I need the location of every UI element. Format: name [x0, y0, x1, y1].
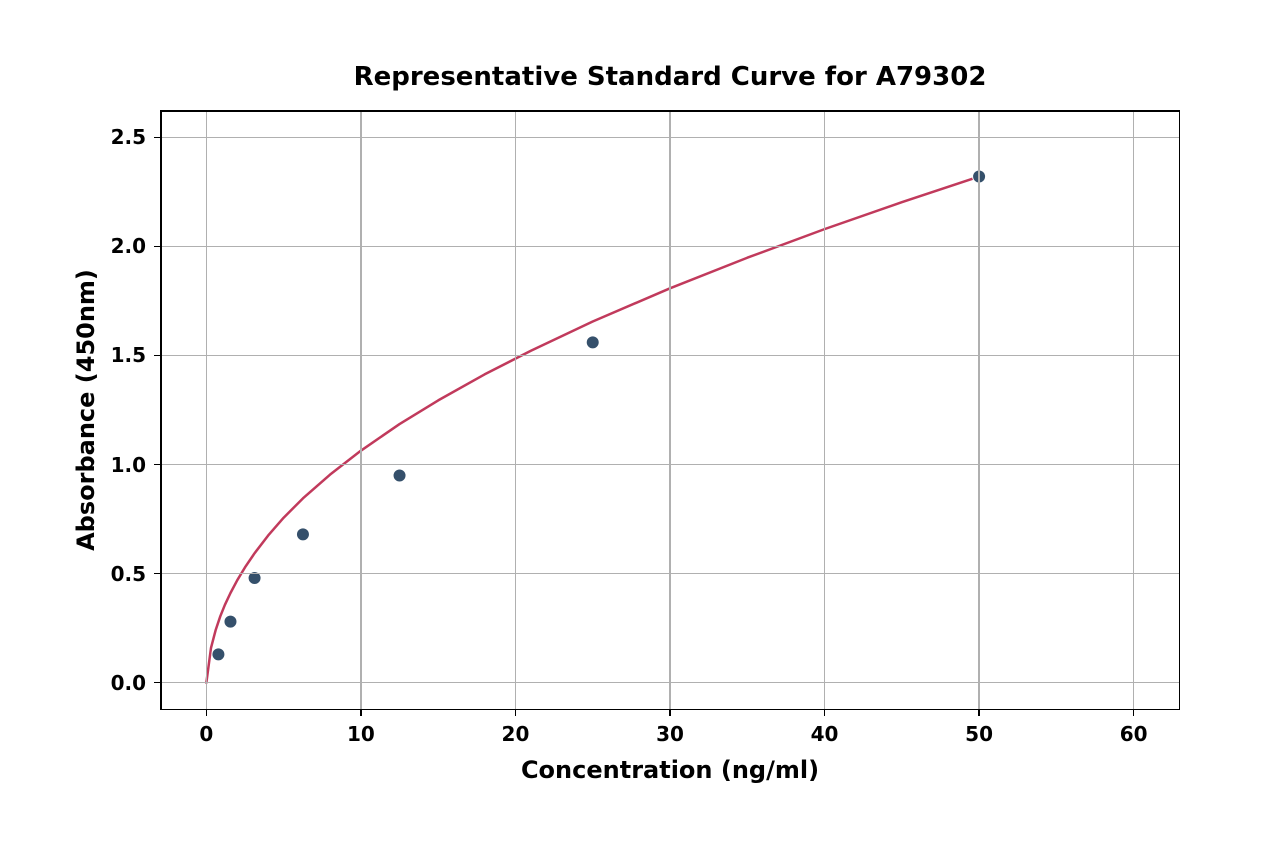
y-tick-label: 1.5	[111, 343, 146, 367]
data-point	[224, 615, 237, 628]
grid-horizontal	[160, 682, 1180, 684]
x-tick-label: 50	[965, 722, 993, 746]
chart-svg-layer	[0, 0, 1280, 845]
x-tick	[206, 710, 208, 716]
grid-horizontal	[160, 573, 1180, 575]
chart-figure: Representative Standard Curve for A79302…	[0, 0, 1280, 845]
data-point	[212, 648, 225, 661]
grid-vertical	[206, 110, 208, 710]
y-tick	[154, 464, 160, 466]
grid-vertical	[1133, 110, 1135, 710]
data-point	[393, 469, 406, 482]
x-tick	[360, 710, 362, 716]
data-point	[296, 528, 309, 541]
grid-vertical	[360, 110, 362, 710]
x-tick-label: 0	[199, 722, 213, 746]
x-tick-label: 10	[347, 722, 375, 746]
y-tick-label: 0.0	[111, 671, 146, 695]
grid-vertical	[978, 110, 980, 710]
x-axis-label: Concentration (ng/ml)	[521, 756, 819, 784]
x-tick	[1133, 710, 1135, 716]
grid-horizontal	[160, 464, 1180, 466]
spine-left	[160, 110, 162, 710]
x-tick-label: 20	[502, 722, 530, 746]
y-tick	[154, 355, 160, 357]
spine-right	[1179, 110, 1181, 710]
grid-horizontal	[160, 246, 1180, 248]
grid-vertical	[824, 110, 826, 710]
chart-title: Representative Standard Curve for A79302	[354, 62, 987, 92]
y-tick	[154, 137, 160, 139]
x-tick-label: 60	[1120, 722, 1148, 746]
y-tick	[154, 682, 160, 684]
fit-curve	[206, 177, 979, 683]
x-tick	[978, 710, 980, 716]
y-axis-label: Absorbance (450nm)	[72, 269, 100, 551]
grid-horizontal	[160, 355, 1180, 357]
data-point	[586, 336, 599, 349]
grid-vertical	[515, 110, 517, 710]
y-tick-label: 2.0	[111, 234, 146, 258]
spine-top	[160, 110, 1180, 112]
y-tick-label: 1.0	[111, 453, 146, 477]
y-tick	[154, 246, 160, 248]
x-tick	[669, 710, 671, 716]
x-tick	[824, 710, 826, 716]
x-tick-label: 30	[656, 722, 684, 746]
y-tick-label: 0.5	[111, 562, 146, 586]
y-tick	[154, 573, 160, 575]
x-tick-label: 40	[811, 722, 839, 746]
x-tick	[515, 710, 517, 716]
y-tick-label: 2.5	[111, 125, 146, 149]
grid-horizontal	[160, 137, 1180, 139]
grid-vertical	[669, 110, 671, 710]
